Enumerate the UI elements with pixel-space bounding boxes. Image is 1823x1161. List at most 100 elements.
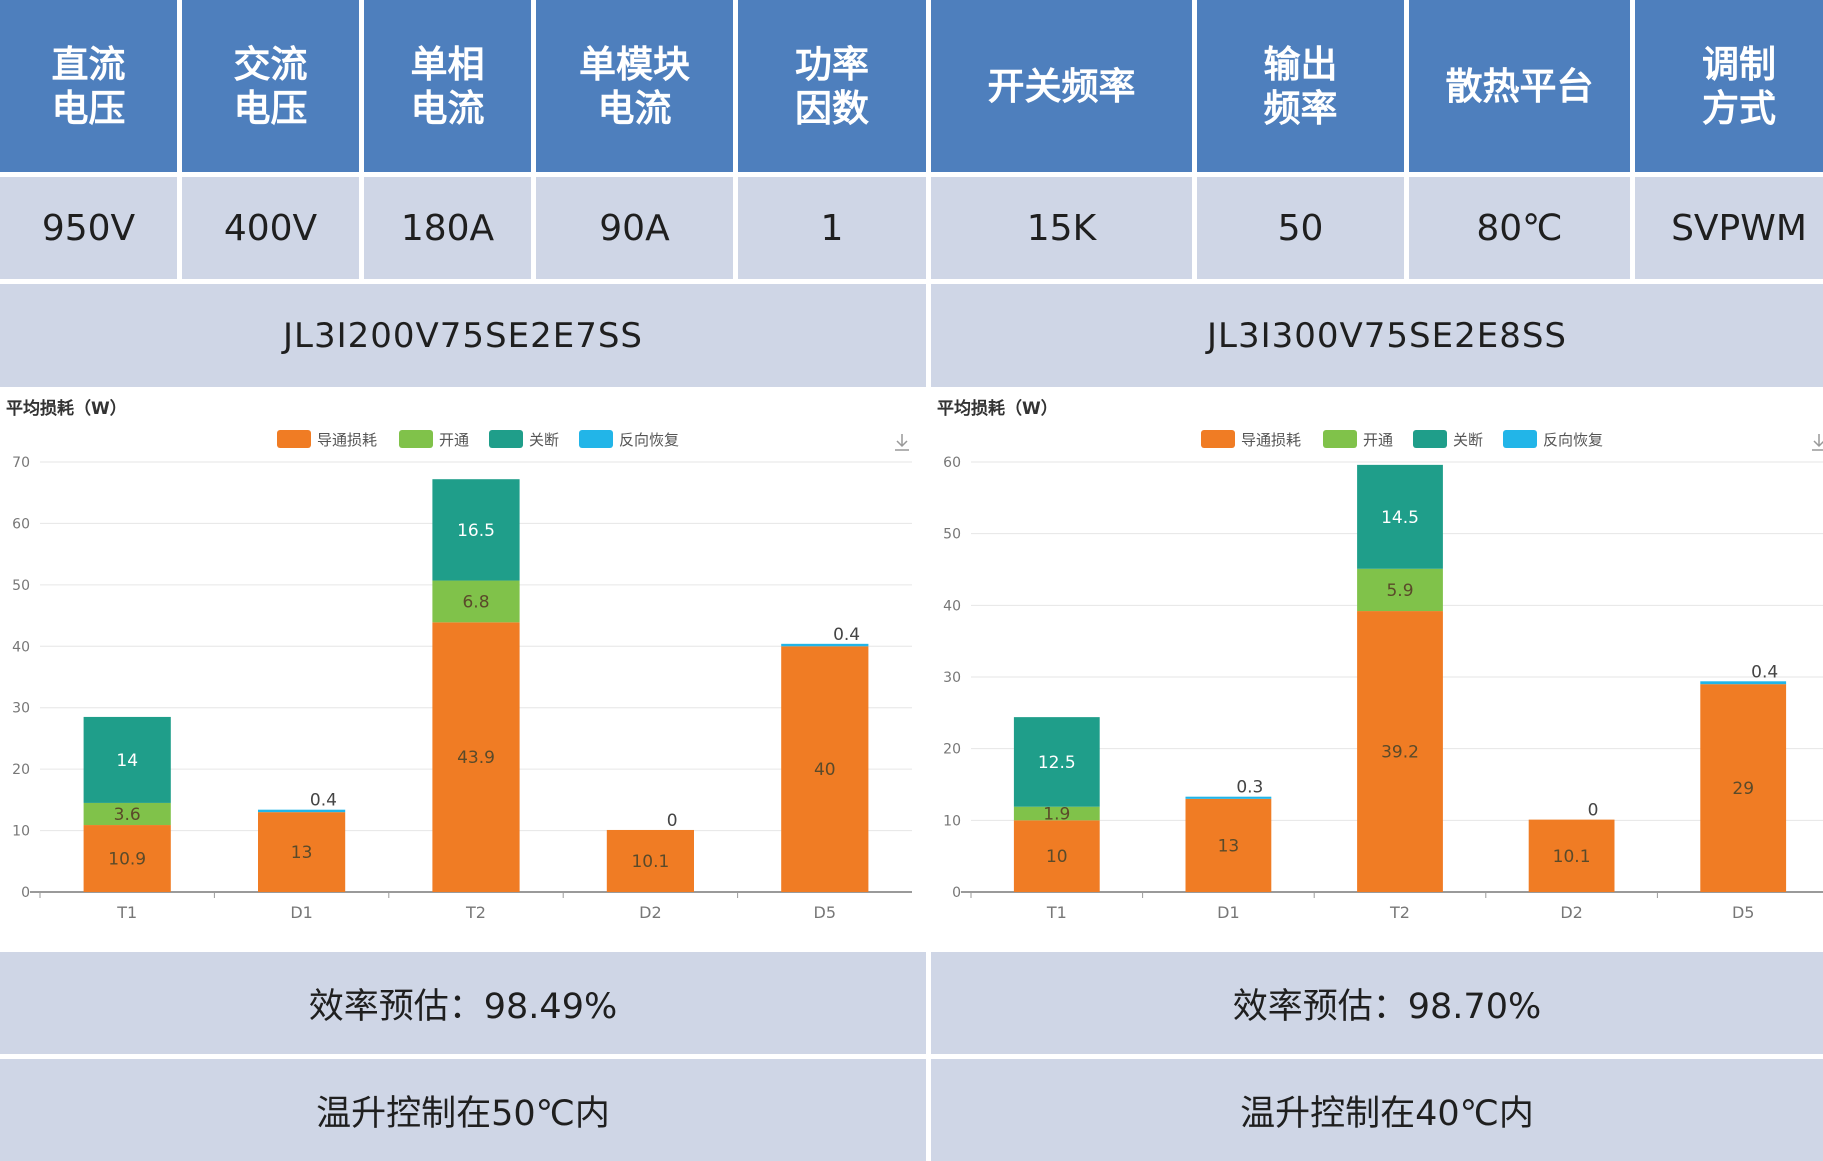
legend-swatch — [277, 430, 311, 448]
data-label: 14 — [116, 751, 138, 771]
temperature-right: 温升控制在40℃内 — [931, 1059, 1823, 1161]
y-tick-label: 70 — [12, 455, 30, 471]
header-line: 散热平台 — [1445, 64, 1594, 108]
bar-segment-D1-0 — [258, 812, 346, 892]
data-label: 0 — [1588, 801, 1599, 821]
value-cooling-platform: 80℃ — [1409, 177, 1630, 279]
x-tick-label: D2 — [1560, 903, 1583, 922]
y-tick-label: 60 — [12, 516, 30, 532]
value-power-factor: 1 — [738, 177, 926, 279]
bar-segment-T1-0 — [1013, 820, 1100, 892]
temperature-left: 温升控制在50℃内 — [0, 1059, 926, 1161]
header-line: 单模块 — [579, 42, 690, 86]
y-tick-label: 20 — [943, 742, 961, 758]
data-label: 0 — [667, 811, 678, 831]
value-dc-voltage: 950V — [0, 177, 177, 279]
value-output-frequency: 50 — [1197, 177, 1404, 279]
bar-segment-T2-1 — [1357, 568, 1443, 612]
y-tick-label: 40 — [943, 598, 961, 614]
bar-segment-D2-0 — [606, 829, 694, 892]
header-power-factor: 功率 因数 — [738, 0, 926, 172]
legend-label: 开通 — [439, 431, 469, 449]
x-tick-label: D5 — [1732, 903, 1755, 922]
legend-swatch — [399, 430, 433, 448]
data-label: 6.8 — [462, 592, 489, 612]
legend-label: 关断 — [1453, 431, 1483, 449]
download-icon — [895, 434, 909, 451]
x-tick-label: D1 — [1217, 903, 1240, 922]
value-phase-current: 180A — [364, 177, 531, 279]
header-line: 直流 — [51, 42, 126, 86]
bar-segment-T2-1 — [432, 580, 520, 623]
x-tick-label: T1 — [116, 903, 137, 922]
model-right: JL3I300V75SE2E8SS — [931, 284, 1823, 387]
data-label: 3.6 — [114, 805, 141, 825]
bar-segment-T2-0 — [1357, 611, 1443, 892]
y-tick-label: 0 — [21, 885, 30, 901]
value-switching-frequency: 15K — [931, 177, 1192, 279]
data-label: 10.1 — [631, 852, 669, 872]
bar-segment-T2-2 — [1357, 464, 1443, 569]
legend-label: 导通损耗 — [317, 431, 377, 449]
bar-segment-D1-3 — [1185, 796, 1272, 799]
y-tick-label: 60 — [943, 455, 961, 471]
y-tick-label: 30 — [12, 701, 30, 717]
data-label: 5.9 — [1386, 581, 1413, 601]
data-label: 0.4 — [833, 625, 860, 645]
download-icon — [1812, 434, 1823, 451]
y-tick-label: 10 — [943, 813, 961, 829]
x-tick-label: T1 — [1046, 903, 1067, 922]
header-line: 电流 — [410, 86, 485, 130]
data-label: 40 — [814, 760, 836, 780]
legend-swatch — [1503, 430, 1537, 448]
data-label: 0.3 — [1236, 778, 1263, 798]
header-output-frequency: 输出 频率 — [1197, 0, 1404, 172]
legend-label: 开通 — [1363, 431, 1393, 449]
header-line: 交流 — [233, 42, 308, 86]
legend-swatch — [1413, 430, 1447, 448]
y-tick-label: 50 — [12, 578, 30, 594]
y-tick-label: 50 — [943, 527, 961, 543]
bar-segment-T2-2 — [432, 479, 520, 581]
header-line: 功率 — [795, 42, 869, 86]
y-tick-label: 0 — [952, 885, 961, 901]
y-tick-label: 40 — [12, 639, 30, 655]
data-label: 12.5 — [1038, 753, 1076, 773]
y-axis-title: 平均损耗（W） — [6, 398, 127, 419]
x-tick-label: D1 — [290, 903, 313, 922]
header-module-current: 单模块 电流 — [536, 0, 733, 172]
bar-segment-T1-2 — [83, 716, 171, 803]
x-tick-label: T2 — [465, 903, 486, 922]
header-switching-frequency: 开关频率 — [931, 0, 1192, 172]
header-line: 方式 — [1702, 86, 1776, 130]
data-label: 0.4 — [310, 791, 337, 811]
header-line: 电流 — [597, 86, 672, 130]
header-dc-voltage: 直流 电压 — [0, 0, 177, 172]
bar-segment-D5-0 — [1700, 684, 1787, 892]
header-line: 开关频率 — [987, 64, 1136, 108]
bar-segment-D5-0 — [781, 646, 869, 892]
bar-segment-T2-0 — [432, 622, 520, 892]
bar-segment-T1-1 — [1013, 806, 1100, 821]
bar-segment-D5-3 — [1700, 681, 1787, 685]
value-ac-voltage: 400V — [182, 177, 359, 279]
y-axis-title: 平均损耗（W） — [937, 398, 1058, 419]
header-phase-current: 单相 电流 — [364, 0, 531, 172]
y-tick-label: 30 — [943, 670, 961, 686]
bar-segment-T1-0 — [83, 825, 171, 892]
data-label: 10.9 — [108, 850, 146, 870]
value-modulation: SVPWM — [1635, 177, 1823, 279]
data-label: 0.4 — [1751, 662, 1778, 682]
bar-segment-D2-0 — [1528, 819, 1615, 892]
efficiency-left: 效率预估：98.49% — [0, 952, 926, 1054]
header-line: 单相 — [410, 42, 485, 86]
legend-swatch — [1323, 430, 1357, 448]
y-tick-label: 20 — [12, 762, 30, 778]
data-label: 13 — [1218, 836, 1240, 856]
loss-chart-right-svg: 平均损耗（W） 0 10 20 30 40 50 60 导通损耗 开通 关断 反向恢复 10 1.9 12.… — [937, 398, 1823, 922]
header-modulation: 调制 方式 — [1635, 0, 1823, 172]
header-line: 电压 — [233, 86, 308, 130]
bar-segment-T1-1 — [83, 802, 171, 826]
value-module-current: 90A — [536, 177, 733, 279]
